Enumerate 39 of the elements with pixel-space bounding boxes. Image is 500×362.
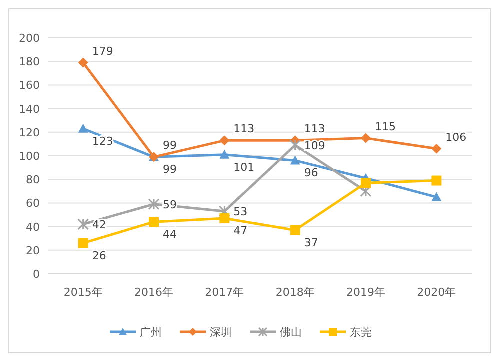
data-label: 47 (234, 224, 248, 238)
data-label: 115 (375, 120, 396, 134)
data-label: 37 (304, 236, 318, 250)
y-tick-label: 180 (19, 56, 40, 69)
data-label: 113 (304, 122, 326, 136)
x-tick-label: 2015年 (64, 286, 103, 299)
data-label: 99 (163, 163, 177, 176)
x-tick-label: 2020年 (417, 286, 456, 299)
y-tick-label: 140 (19, 102, 40, 116)
y-tick-label: 120 (19, 126, 40, 140)
data-label: 106 (446, 130, 467, 144)
y-tick-label: 100 (19, 150, 40, 163)
data-label: 59 (163, 198, 177, 212)
y-tick-label: 160 (19, 79, 40, 92)
legend-label: 深圳 (210, 326, 232, 339)
data-label: 96 (304, 166, 318, 180)
y-tick-label: 40 (26, 220, 40, 234)
data-label: 113 (234, 122, 255, 136)
legend-label: 佛山 (280, 326, 302, 339)
legend-label: 东莞 (350, 326, 372, 339)
data-label: 123 (92, 134, 114, 148)
x-tick-label: 2019年 (346, 286, 386, 299)
x-tick-label: 2016年 (134, 286, 174, 299)
legend-label: 广州 (140, 326, 162, 339)
data-label: 44 (163, 228, 177, 242)
y-tick-label: 80 (26, 174, 40, 187)
data-label: 53 (234, 205, 248, 218)
data-label: 109 (304, 139, 326, 152)
data-label: 101 (234, 160, 255, 174)
data-label: 42 (92, 218, 106, 232)
y-tick-label: 0 (33, 268, 40, 281)
data-label: 179 (92, 44, 114, 58)
x-tick-label: 2018年 (276, 286, 315, 299)
y-tick-label: 60 (26, 197, 40, 210)
x-tick-label: 2017年 (205, 286, 244, 299)
data-label: 99 (163, 139, 177, 152)
data-label: 26 (92, 249, 106, 262)
y-tick-label: 20 (26, 244, 40, 258)
y-tick-label: 200 (19, 32, 40, 45)
